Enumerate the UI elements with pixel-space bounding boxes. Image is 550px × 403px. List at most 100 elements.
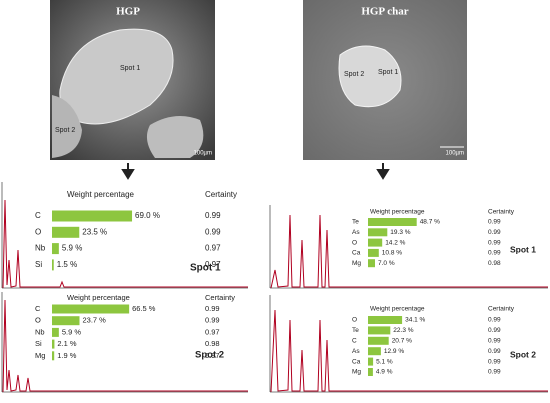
weight-label: 1.9 %	[57, 351, 77, 360]
element-label: Te	[352, 219, 359, 226]
weight-label: 1.5 %	[57, 260, 77, 269]
sem-image: HGP Spot 1 Spot 2 100µm	[50, 0, 215, 160]
weight-label: 34.1 %	[405, 317, 425, 324]
weight-label: 20.7 %	[392, 338, 412, 345]
weight-label: 23.5 %	[82, 227, 107, 236]
element-label: Te	[352, 327, 359, 334]
weight-bar	[52, 339, 55, 349]
element-label: Si	[35, 339, 42, 348]
element-label: As	[352, 348, 360, 355]
certainty-value: 0.99	[488, 358, 501, 365]
certainty-value: 0.99	[488, 369, 501, 376]
spot-label: Spot 2	[55, 127, 75, 134]
weight-label: 14.2 %	[385, 239, 405, 246]
weight-label: 5.9 %	[62, 327, 82, 336]
sem-image: HGP char Spot 2 Spot 1 100µm	[303, 0, 467, 160]
table-header: Weight percentage	[370, 306, 425, 313]
table-header: Weight percentage	[67, 190, 135, 199]
spectrum	[1, 182, 548, 393]
certainty-value: 0.97	[205, 244, 221, 253]
weight-label: 22.3 %	[393, 327, 413, 334]
weight-label: 48.7 %	[420, 219, 440, 226]
spot-label: Spot 1	[378, 69, 398, 76]
weight-label: 10.8 %	[382, 250, 402, 257]
weight-bar	[368, 347, 381, 356]
certainty-value: 0.99	[488, 317, 501, 324]
weight-bar	[368, 259, 375, 268]
element-label: C	[352, 338, 357, 345]
weight-label: 19.3 %	[390, 229, 410, 236]
certainty-value: 0.99	[205, 211, 221, 220]
table-header: Certainty	[488, 209, 515, 216]
spot-label: Spot 2	[510, 349, 536, 359]
spot-label: Spot 1	[120, 65, 140, 72]
weight-bar	[368, 218, 417, 226]
weight-bar	[52, 351, 55, 361]
element-label: O	[352, 239, 357, 246]
element-label: Si	[35, 260, 42, 269]
certainty-value: 0.98	[205, 339, 220, 348]
weight-bar	[368, 248, 379, 257]
weight-bar	[368, 357, 374, 366]
weight-bar	[52, 243, 59, 255]
certainty-value: 0.99	[205, 304, 220, 313]
spot-label: Spot 1	[510, 244, 536, 254]
scale-bar-label: 100µm	[446, 151, 464, 157]
table-header: Weight percentage	[67, 293, 130, 302]
arrow	[376, 163, 390, 180]
certainty-value: 0.98	[488, 260, 501, 267]
spot-label: Spot 2	[344, 71, 364, 78]
element-label: Ca	[352, 358, 361, 365]
certainty-value: 0.97	[205, 351, 220, 360]
weight-label: 69.0 %	[135, 211, 160, 220]
weight-bar	[368, 228, 388, 237]
element-label: O	[352, 317, 357, 324]
image-title: HGP	[116, 6, 140, 18]
arrow	[121, 163, 135, 180]
weight-label: 12.9 %	[384, 348, 404, 355]
weight-bar	[52, 316, 80, 326]
table-header: Certainty	[205, 190, 237, 199]
certainty-value: 0.97	[205, 327, 220, 336]
element-label: O	[35, 227, 41, 236]
weight-label: 2.1 %	[57, 339, 77, 348]
element-label: Nb	[35, 244, 46, 253]
weight-bar	[52, 210, 133, 222]
element-label: O	[35, 316, 41, 325]
weight-bar	[368, 326, 391, 335]
weight-bar	[52, 304, 130, 314]
weight-bar	[368, 238, 383, 247]
certainty-value: 0.97	[205, 260, 221, 269]
certainty-value: 0.99	[488, 229, 501, 236]
weight-label: 7.0 %	[378, 260, 395, 267]
certainty-value: 0.99	[488, 239, 501, 246]
weight-bar	[368, 316, 403, 324]
table-header: Certainty	[488, 306, 515, 313]
table-header: Certainty	[205, 293, 235, 302]
certainty-value: 0.99	[488, 250, 501, 257]
certainty-value: 0.99	[488, 348, 501, 355]
element-label: Mg	[352, 260, 361, 267]
element-label: Ca	[352, 250, 361, 257]
weight-bar	[52, 259, 54, 271]
certainty-value: 0.99	[205, 227, 221, 236]
image-title: HGP char	[361, 6, 408, 18]
element-label: C	[35, 304, 41, 313]
element-label: As	[352, 229, 360, 236]
table-header: Weight percentage	[370, 209, 425, 216]
weight-label: 23.7 %	[82, 316, 106, 325]
weight-bar	[368, 336, 389, 345]
certainty-value: 0.99	[205, 316, 220, 325]
weight-bar	[368, 368, 373, 376]
weight-label: 66.5 %	[132, 304, 156, 313]
element-label: Nb	[35, 327, 45, 336]
certainty-value: 0.99	[488, 327, 501, 334]
scale-bar-label: 100µm	[194, 151, 212, 157]
element-label: C	[35, 211, 41, 220]
certainty-value: 0.99	[488, 338, 501, 345]
weight-label: 5.1 %	[376, 358, 393, 365]
element-label: Mg	[352, 369, 361, 376]
weight-bar	[52, 226, 80, 238]
certainty-value: 0.99	[488, 219, 501, 226]
